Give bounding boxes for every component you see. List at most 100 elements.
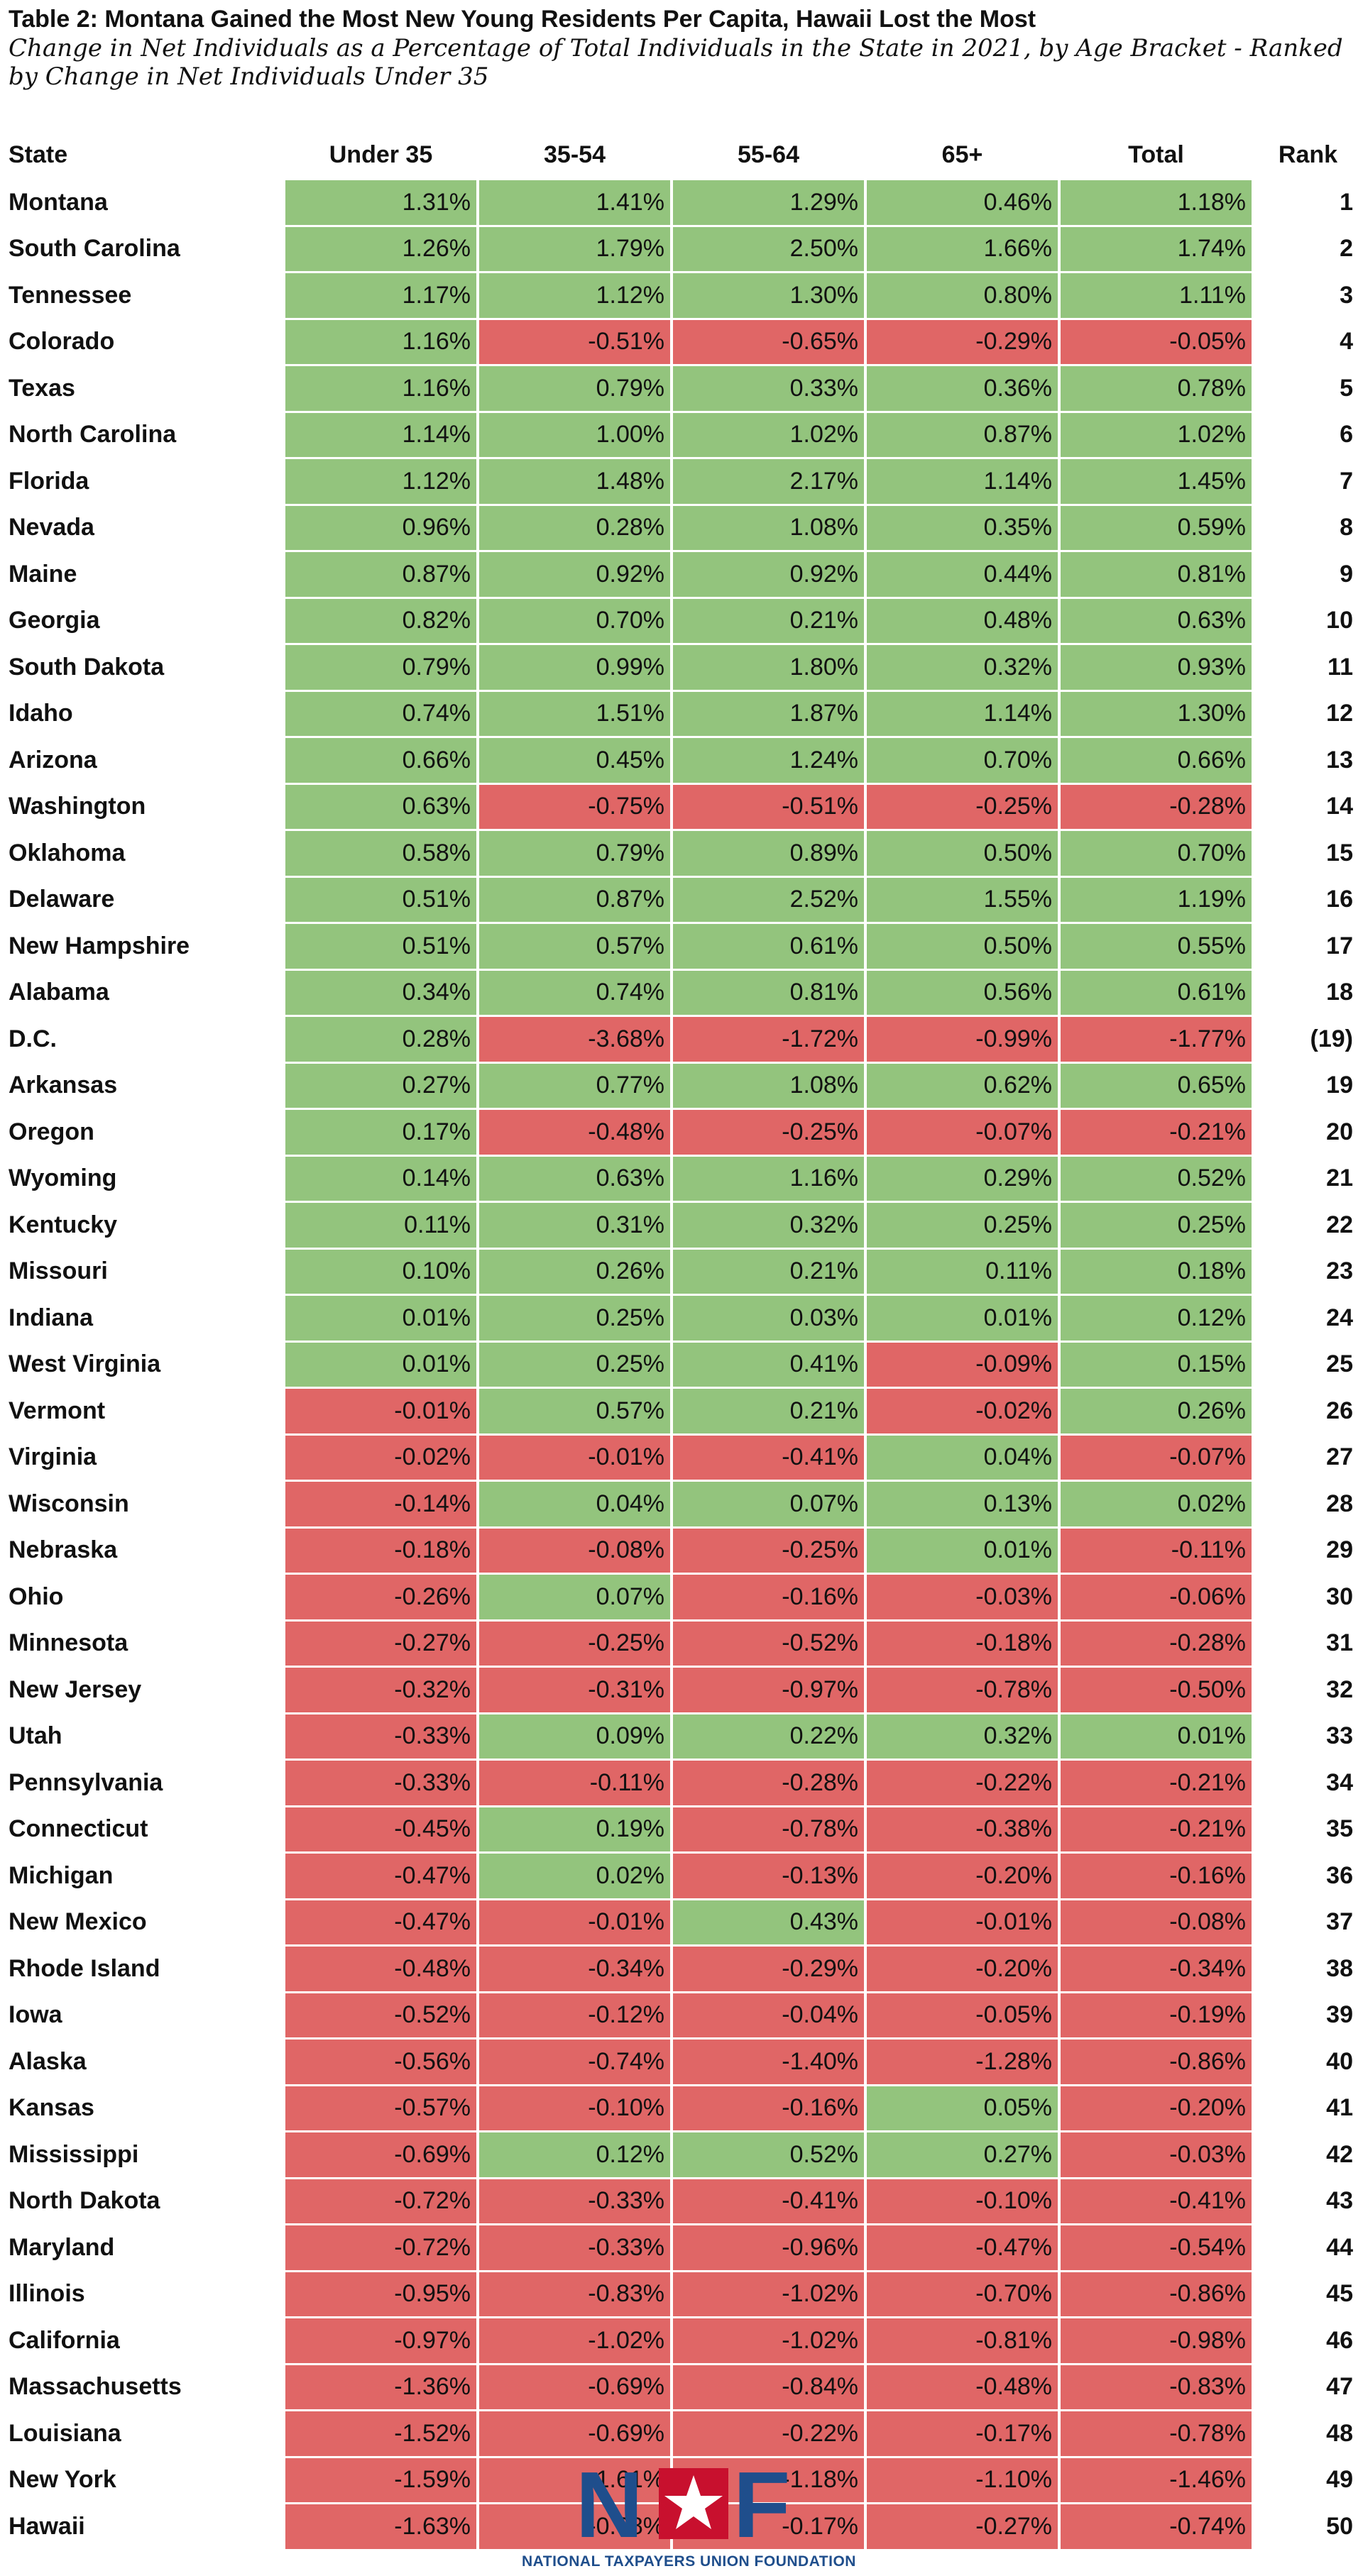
value-35-54: 0.92% — [478, 550, 672, 597]
table-row: Arkansas 0.27% 0.77% 1.08% 0.62% 0.65% 19 — [0, 1061, 1363, 1108]
rank-value: 48 — [1253, 2409, 1363, 2456]
rank-value: 39 — [1253, 1991, 1363, 2038]
value-55-64: 1.08% — [672, 503, 865, 550]
value-65-plus: -0.38% — [865, 1805, 1059, 1851]
value-55-64: 1.08% — [672, 1061, 865, 1108]
value-under-35: -0.56% — [284, 2037, 478, 2084]
value-under-35: -1.63% — [284, 2502, 478, 2549]
state-name: Nebraska — [0, 1526, 284, 1573]
value-total: 0.25% — [1059, 1201, 1253, 1248]
value-35-54: 0.25% — [478, 1294, 672, 1341]
value-under-35: -0.45% — [284, 1805, 478, 1851]
table-row: Indiana 0.01% 0.25% 0.03% 0.01% 0.12% 24 — [0, 1294, 1363, 1341]
value-under-35: 0.27% — [284, 1061, 478, 1108]
value-35-54: 0.09% — [478, 1712, 672, 1758]
value-35-54: 0.79% — [478, 364, 672, 411]
state-name: Florida — [0, 457, 284, 504]
table-row: Montana 1.31% 1.41% 1.29% 0.46% 1.18% 1 — [0, 178, 1363, 225]
value-total: -0.07% — [1059, 1433, 1253, 1480]
value-total: 0.02% — [1059, 1480, 1253, 1526]
rank-value: 24 — [1253, 1294, 1363, 1341]
value-under-35: -0.97% — [284, 2316, 478, 2363]
table-row: New York -1.59% -1.61% -1.18% -1.10% -1.46% 49 — [0, 2455, 1363, 2502]
rank-value: 30 — [1253, 1573, 1363, 1619]
table-row: D.C. 0.28% -3.68% -1.72% -0.99% -1.77% (19) — [0, 1015, 1363, 1062]
state-name: Vermont — [0, 1387, 284, 1433]
value-total: 0.61% — [1059, 968, 1253, 1015]
value-65-plus: 0.70% — [865, 736, 1059, 783]
table-row: Michigan -0.47% 0.02% -0.13% -0.20% -0.16% 36 — [0, 1851, 1363, 1898]
rank-value: 3 — [1253, 271, 1363, 318]
value-55-64: -1.72% — [672, 1015, 865, 1062]
value-65-plus: -1.28% — [865, 2037, 1059, 2084]
state-name: Colorado — [0, 317, 284, 365]
value-under-35: -0.02% — [284, 1433, 478, 1480]
table-row: North Carolina 1.14% 1.00% 1.02% 0.87% 1.02% 6 — [0, 410, 1363, 457]
value-under-35: 0.28% — [284, 1015, 478, 1062]
value-65-plus: -0.47% — [865, 2223, 1059, 2270]
value-35-54: -0.01% — [478, 1898, 672, 1944]
state-name: Illinois — [0, 2269, 284, 2317]
value-under-35: -1.52% — [284, 2409, 478, 2456]
value-35-54: -0.31% — [478, 1666, 672, 1712]
state-name: Rhode Island — [0, 1944, 284, 1991]
value-total: -0.08% — [1059, 1898, 1253, 1944]
rank-value: 37 — [1253, 1898, 1363, 1945]
value-35-54: 0.57% — [478, 1387, 672, 1433]
table-row: South Carolina 1.26% 1.79% 2.50% 1.66% 1.74% 2 — [0, 224, 1363, 271]
table-row: Illinois -0.95% -0.83% -1.02% -0.70% -0.86% 45 — [0, 2269, 1363, 2317]
rank-value: 7 — [1253, 457, 1363, 504]
value-under-35: -0.48% — [284, 1944, 478, 1991]
value-total: 0.12% — [1059, 1294, 1253, 1341]
value-total: -0.54% — [1059, 2223, 1253, 2270]
rank-value: 28 — [1253, 1480, 1363, 1526]
value-55-64: 0.41% — [672, 1340, 865, 1387]
state-name: Mississippi — [0, 2130, 284, 2177]
value-total: -0.06% — [1059, 1573, 1253, 1619]
value-55-64: 1.24% — [672, 736, 865, 783]
table-row: South Dakota 0.79% 0.99% 1.80% 0.32% 0.93% 11 — [0, 643, 1363, 690]
value-55-64: 0.89% — [672, 829, 865, 876]
value-under-35: 0.58% — [284, 829, 478, 876]
value-under-35: 0.34% — [284, 968, 478, 1015]
value-under-35: -0.47% — [284, 1851, 478, 1898]
rank-value: 40 — [1253, 2037, 1363, 2084]
rank-value: 22 — [1253, 1201, 1363, 1248]
value-65-plus: 0.25% — [865, 1201, 1059, 1248]
rank-value: 8 — [1253, 503, 1363, 551]
state-name: Maryland — [0, 2223, 284, 2270]
value-65-plus: -0.05% — [865, 1991, 1059, 2037]
table-row: Utah -0.33% 0.09% 0.22% 0.32% 0.01% 33 — [0, 1712, 1363, 1758]
rank-value: 29 — [1253, 1526, 1363, 1573]
value-35-54: -0.74% — [478, 2037, 672, 2084]
value-55-64: -0.96% — [672, 2223, 865, 2270]
rank-value: 9 — [1253, 550, 1363, 597]
table-row: Kentucky 0.11% 0.31% 0.32% 0.25% 0.25% 22 — [0, 1201, 1363, 1248]
value-total: -0.41% — [1059, 2176, 1253, 2223]
value-total: -0.11% — [1059, 1526, 1253, 1573]
state-name: Alaska — [0, 2037, 284, 2084]
rank-value: 20 — [1253, 1108, 1363, 1155]
rank-value: 12 — [1253, 689, 1363, 737]
header-under-35: Under 35 — [329, 141, 433, 168]
table-row: New Hampshire 0.51% 0.57% 0.61% 0.50% 0.55% 17 — [0, 922, 1363, 969]
value-under-35: 0.87% — [284, 550, 478, 597]
rank-value: (19) — [1253, 1015, 1363, 1062]
table-row: Louisiana -1.52% -0.69% -0.22% -0.17% -0.78% 4… — [0, 2409, 1363, 2456]
value-total: 0.93% — [1059, 643, 1253, 690]
value-under-35: 0.51% — [284, 875, 478, 922]
table-row: Wisconsin -0.14% 0.04% 0.07% 0.13% 0.02% 28 — [0, 1480, 1363, 1526]
value-under-35: -0.52% — [284, 1991, 478, 2037]
value-under-35: 0.51% — [284, 922, 478, 969]
rank-value: 16 — [1253, 875, 1363, 923]
value-total: 0.18% — [1059, 1247, 1253, 1294]
table-row: Missouri 0.10% 0.26% 0.21% 0.11% 0.18% 23 — [0, 1247, 1363, 1294]
value-65-plus: -0.10% — [865, 2176, 1059, 2223]
table-row: Minnesota -0.27% -0.25% -0.52% -0.18% -0.28% 3… — [0, 1619, 1363, 1666]
value-35-54: 1.79% — [478, 224, 672, 271]
rank-value: 42 — [1253, 2130, 1363, 2177]
value-35-54: -0.33% — [478, 2223, 672, 2270]
value-under-35: 0.63% — [284, 782, 478, 829]
table-row: Georgia 0.82% 0.70% 0.21% 0.48% 0.63% 10 — [0, 596, 1363, 643]
value-35-54: -0.08% — [478, 1526, 672, 1573]
